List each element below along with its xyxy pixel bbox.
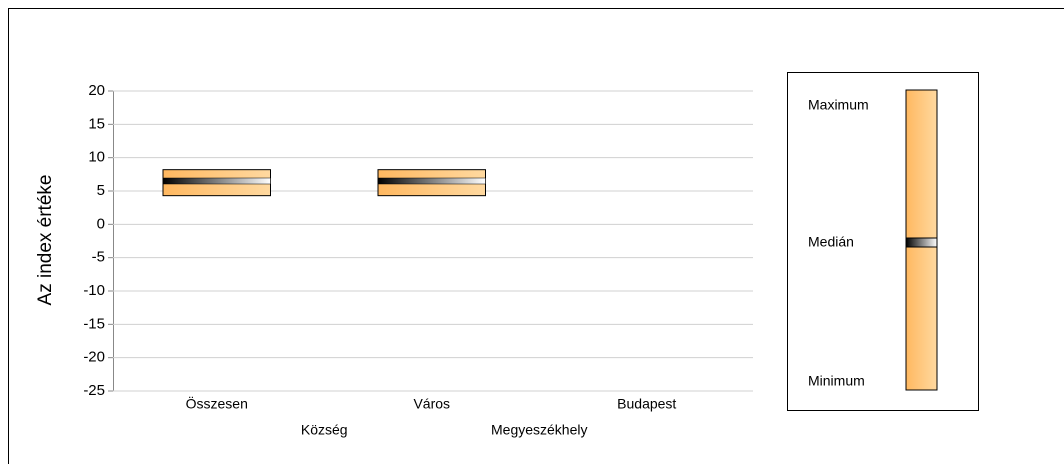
median-band: [163, 178, 271, 184]
y-tick-label: 15: [88, 115, 105, 132]
legend-median: [906, 238, 937, 247]
x-tick-label: Budapest: [617, 396, 676, 412]
y-tick-label: 10: [88, 149, 105, 166]
y-tick-label: 20: [88, 82, 105, 99]
y-tick-label: -5: [92, 249, 105, 266]
legend-min: Minimum: [808, 373, 865, 389]
y-tick-label: 5: [97, 182, 105, 199]
x-tick-label: Összesen: [186, 395, 248, 412]
y-tick-label: 0: [97, 215, 105, 232]
y-tick-label: -10: [83, 282, 105, 299]
legend-max: Maximum: [808, 97, 869, 113]
y-tick-label: -20: [83, 349, 105, 366]
x-tick-label: Község: [301, 422, 348, 438]
legend-median-label: Medián: [808, 234, 854, 250]
median-band: [378, 178, 486, 184]
x-tick-label: Város: [413, 396, 450, 412]
y-tick-label: -15: [83, 315, 105, 332]
x-tick-label: Megyeszékhely: [491, 422, 588, 438]
y-axis-label: Az index értéke: [35, 175, 56, 306]
y-tick-label: -25: [83, 382, 105, 399]
